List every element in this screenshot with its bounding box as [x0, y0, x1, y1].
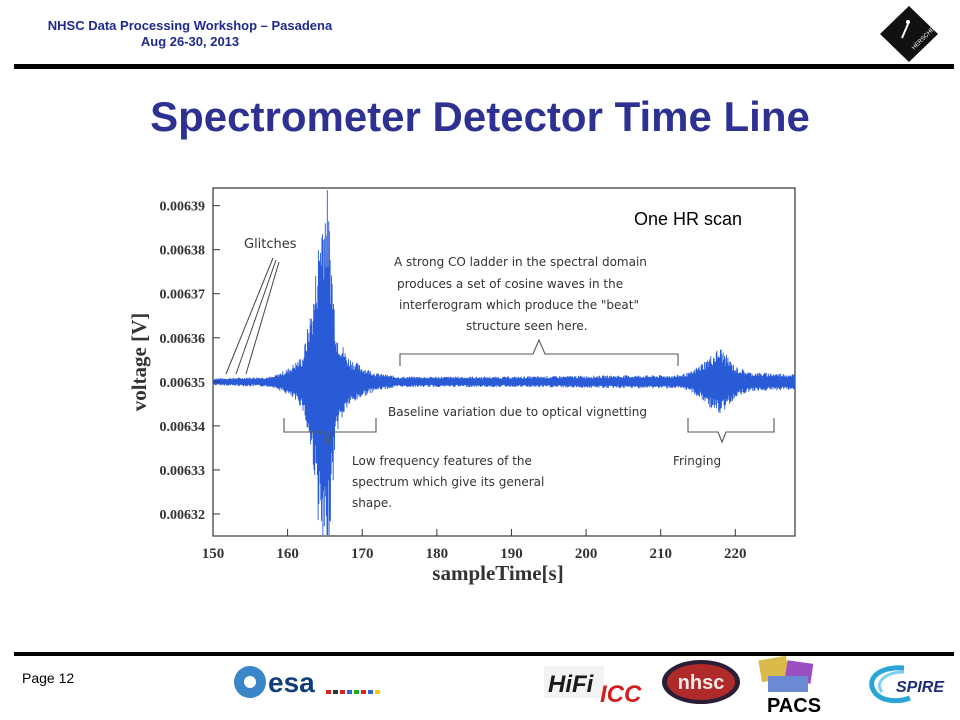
x-axis-ticks: 150 160 170 180 190 200 210 220 — [202, 529, 747, 562]
x-tick-label: 200 — [575, 546, 598, 562]
co-ladder-line-1: A strong CO ladder in the spectral domai… — [394, 255, 647, 269]
low-freq-brace — [283, 418, 377, 446]
hifi-icc-logo: HiFi ICC — [544, 666, 642, 708]
y-axis-label: voltage [V] — [127, 313, 151, 412]
y-tick-label: 0.00637 — [160, 288, 206, 303]
x-tick-label: 220 — [724, 546, 747, 562]
y-axis-ticks: 0.00632 0.00633 0.00634 0.00635 0.00636 0.006… — [160, 200, 220, 523]
y-tick-label: 0.00634 — [160, 420, 206, 435]
co-ladder-line-3: interferogram which produce the "beat" — [399, 298, 639, 312]
workshop-header: NHSC Data Processing Workshop – Pasadena… — [0, 18, 380, 50]
x-tick-label: 180 — [426, 546, 449, 562]
nhsc-logo-text: nhsc — [678, 672, 725, 694]
slide-title: Spectrometer Detector Time Line — [150, 93, 810, 140]
low-freq-line-3: shape. — [352, 496, 392, 510]
pacs-logo-text: PACS — [767, 695, 821, 716]
spire-logo: SPIRE — [869, 665, 945, 704]
esa-logo: esa — [234, 666, 380, 698]
x-tick-label: 150 — [202, 546, 225, 562]
pacs-logo: PACS — [758, 656, 821, 716]
co-ladder-brace — [399, 338, 679, 366]
baseline-label: Baseline variation due to optical vignet… — [388, 405, 647, 419]
y-tick-label: 0.00635 — [160, 376, 206, 391]
member-flags — [326, 690, 380, 694]
fringing-brace — [687, 418, 775, 444]
y-tick-label: 0.00639 — [160, 200, 206, 215]
signal-trace — [212, 189, 796, 536]
glitch-pointer-3 — [245, 261, 280, 375]
y-tick-label: 0.00638 — [160, 244, 206, 259]
nhsc-logo: nhsc — [662, 660, 740, 704]
header-rule — [14, 64, 954, 69]
x-tick-label: 190 — [500, 546, 523, 562]
signal-group — [212, 189, 796, 536]
esa-logo-text: esa — [268, 667, 315, 698]
low-freq-line-2: spectrum which give its general — [352, 475, 544, 489]
workshop-dates: Aug 26-30, 2013 — [140, 34, 240, 49]
fringing-label: Fringing — [673, 454, 721, 468]
icc-text: ICC — [600, 681, 642, 708]
low-freq-line-1: Low frequency features of the — [352, 454, 532, 468]
workshop-name: NHSC Data Processing Workshop – Pasadena — [47, 18, 333, 33]
footer-rule — [14, 652, 954, 656]
scan-label: One HR scan — [634, 209, 742, 229]
y-tick-label: 0.00632 — [160, 508, 206, 523]
page-number: Page 12 — [22, 670, 75, 686]
spire-logo-text: SPIRE — [896, 679, 945, 696]
detector-timeline-chart: 0.00632 0.00633 0.00634 0.00635 0.00636 0.006… — [127, 187, 796, 585]
x-tick-label: 210 — [649, 546, 672, 562]
co-ladder-line-4: structure seen here. — [466, 319, 588, 333]
x-tick-label: 170 — [351, 546, 374, 562]
y-tick-label: 0.00633 — [160, 464, 206, 479]
herschel-logo: HERSCHEL — [880, 6, 939, 62]
x-axis-label: sampleTime[s] — [432, 561, 563, 585]
glitch-pointer-1 — [225, 257, 274, 375]
co-ladder-line-2: produces a set of cosine waves in the — [397, 277, 623, 291]
plot-frame — [212, 187, 796, 537]
glitch-pointer-2 — [235, 259, 277, 375]
x-tick-label: 160 — [276, 546, 299, 562]
y-tick-label: 0.00636 — [160, 332, 206, 347]
glitches-label: Glitches — [244, 237, 297, 252]
hifi-text: HiFi — [548, 671, 595, 698]
